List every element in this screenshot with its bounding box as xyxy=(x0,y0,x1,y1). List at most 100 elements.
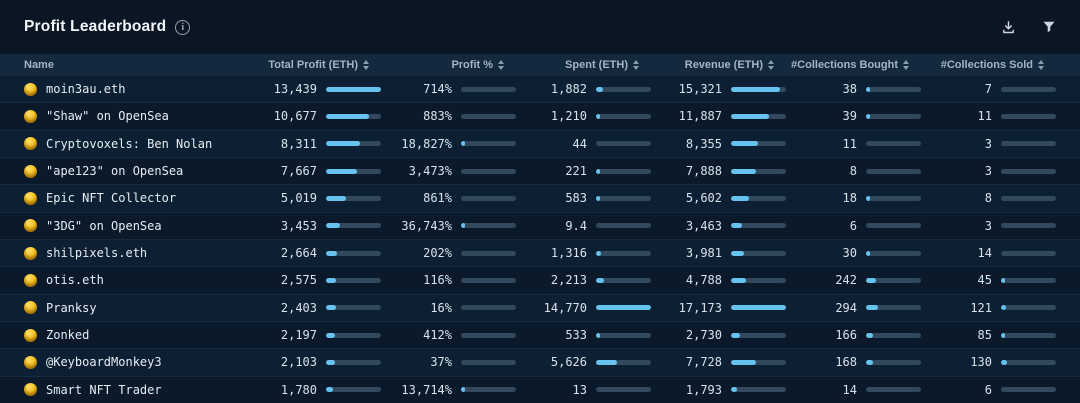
revenue-cell: 7,888 xyxy=(651,164,786,178)
value-bar xyxy=(731,141,786,147)
column-header-total-profit[interactable]: Total Profit (ETH) xyxy=(246,59,381,71)
table-row[interactable]: otis.eth 2,575 116% 2,213 4,788 242 xyxy=(0,266,1080,294)
cell-value: 11 xyxy=(977,109,992,124)
table-row[interactable]: "3DG" on OpenSea 3,453 36,743% 9.4 3,463… xyxy=(0,211,1080,239)
collections-sold-cell: 3 xyxy=(921,137,1056,151)
cell-value: 8,355 xyxy=(685,136,722,151)
column-header-spent[interactable]: Spent (ETH) xyxy=(516,59,651,71)
value-bar xyxy=(461,250,516,256)
column-header-collections-bought[interactable]: #Collections Bought xyxy=(786,59,921,71)
trader-name: "3DG" on OpenSea xyxy=(46,218,162,233)
value-bar xyxy=(461,223,516,229)
collections-sold-cell: 14 xyxy=(921,246,1056,260)
cell-value: 11,887 xyxy=(678,109,722,124)
profit-pct-cell: 36,743% xyxy=(381,219,516,233)
collections-bought-cell: 18 xyxy=(786,191,921,205)
cell-value: 7,667 xyxy=(280,164,317,179)
value-bar xyxy=(596,141,651,147)
value-bar xyxy=(731,168,786,174)
cell-value: 4,788 xyxy=(685,273,722,288)
spent-cell: 14,770 xyxy=(516,301,651,315)
column-header-name[interactable]: Name xyxy=(24,59,54,71)
column-header-revenue[interactable]: Revenue (ETH) xyxy=(651,59,786,71)
trader-name: "Shaw" on OpenSea xyxy=(46,109,169,124)
cell-value: 44 xyxy=(572,136,587,151)
value-bar xyxy=(461,168,516,174)
cell-value: 168 xyxy=(835,355,857,370)
cell-value: 30 xyxy=(842,246,857,261)
trader-name: moin3au.eth xyxy=(46,82,126,97)
money-face-emoji xyxy=(24,355,37,369)
download-icon xyxy=(1003,20,1014,33)
revenue-cell: 2,730 xyxy=(651,328,786,342)
cell-value: 3,473% xyxy=(408,164,452,179)
cell-value: 5,602 xyxy=(685,191,722,206)
spent-cell: 1,882 xyxy=(516,82,651,96)
value-bar xyxy=(866,277,921,283)
table-row[interactable]: Smart NFT Trader 1,780 13,714% 13 1,793 … xyxy=(0,375,1080,403)
cell-value: 2,575 xyxy=(280,273,317,288)
value-bar xyxy=(866,305,921,311)
cell-value: 1,210 xyxy=(550,109,587,124)
value-bar xyxy=(326,277,381,283)
download-button[interactable] xyxy=(999,18,1018,37)
trader-name-cell: "ape123" on OpenSea xyxy=(24,164,246,178)
cell-value: 883% xyxy=(423,109,452,124)
cell-value: 221 xyxy=(565,164,587,179)
profit-pct-cell: 861% xyxy=(381,191,516,205)
value-bar xyxy=(326,168,381,174)
profit-pct-cell: 412% xyxy=(381,328,516,342)
cell-value: 8 xyxy=(984,191,992,206)
value-bar xyxy=(461,387,516,393)
spent-cell: 44 xyxy=(516,137,651,151)
cell-value: 130 xyxy=(970,355,992,370)
spent-cell: 2,213 xyxy=(516,273,651,287)
cell-value: 11 xyxy=(842,136,857,151)
cell-value: 1,793 xyxy=(685,382,722,397)
value-bar xyxy=(596,359,651,365)
spent-cell: 1,316 xyxy=(516,246,651,260)
revenue-cell: 7,728 xyxy=(651,355,786,369)
value-bar xyxy=(866,223,921,229)
column-header-profit-pct[interactable]: Profit % xyxy=(381,59,516,71)
value-bar xyxy=(866,359,921,365)
cell-value: 7 xyxy=(984,82,992,97)
value-bar xyxy=(731,277,786,283)
collections-sold-cell: 3 xyxy=(921,164,1056,178)
table-row[interactable]: shilpixels.eth 2,664 202% 1,316 3,981 30 xyxy=(0,238,1080,267)
value-bar xyxy=(1001,250,1056,256)
money-face-emoji xyxy=(24,246,37,260)
value-bar xyxy=(596,305,651,311)
spent-cell: 533 xyxy=(516,328,651,342)
table-row[interactable]: Cryptovoxels: Ben Nolan 8,311 18,827% 44… xyxy=(0,129,1080,157)
info-circle-icon[interactable]: i xyxy=(175,19,191,35)
cell-value: 13,439 xyxy=(273,82,317,97)
table-row[interactable]: "Shaw" on OpenSea 10,677 883% 1,210 11,8… xyxy=(0,102,1080,130)
value-bar xyxy=(866,387,921,393)
cell-value: 39 xyxy=(842,109,857,124)
table-row[interactable]: Pranksy 2,403 16% 14,770 17,173 294 xyxy=(0,293,1080,321)
collections-bought-cell: 242 xyxy=(786,273,921,287)
value-bar xyxy=(461,195,516,201)
table-header: Name Total Profit (ETH) Profit % Spent (… xyxy=(0,54,1080,76)
total-profit-cell: 2,664 xyxy=(246,246,381,260)
table-row[interactable]: @KeyboardMonkey3 2,103 37% 5,626 7,728 1… xyxy=(0,348,1080,376)
value-bar xyxy=(731,332,786,338)
collections-sold-cell: 11 xyxy=(921,109,1056,123)
table-row[interactable]: "ape123" on OpenSea 7,667 3,473% 221 7,8… xyxy=(0,156,1080,185)
table-row[interactable]: Zonked 2,197 412% 533 2,730 166 xyxy=(0,320,1080,349)
filter-button[interactable] xyxy=(1040,18,1058,36)
profit-pct-cell: 714% xyxy=(381,82,516,96)
trader-name-cell: Zonked xyxy=(24,328,246,342)
trader-name-cell: otis.eth xyxy=(24,273,246,287)
total-profit-cell: 2,103 xyxy=(246,355,381,369)
collections-bought-cell: 6 xyxy=(786,219,921,233)
cell-value: 3,463 xyxy=(685,218,722,233)
table-row[interactable]: Epic NFT Collector 5,019 861% 583 5,602 … xyxy=(0,184,1080,212)
table-row[interactable]: moin3au.eth 13,439 714% 1,882 15,321 38 xyxy=(0,76,1080,103)
cell-value: 15,321 xyxy=(678,82,722,97)
cell-value: 242 xyxy=(835,273,857,288)
value-bar xyxy=(731,223,786,229)
column-header-collections-sold[interactable]: #Collections Sold xyxy=(921,59,1056,71)
value-bar xyxy=(731,86,786,92)
